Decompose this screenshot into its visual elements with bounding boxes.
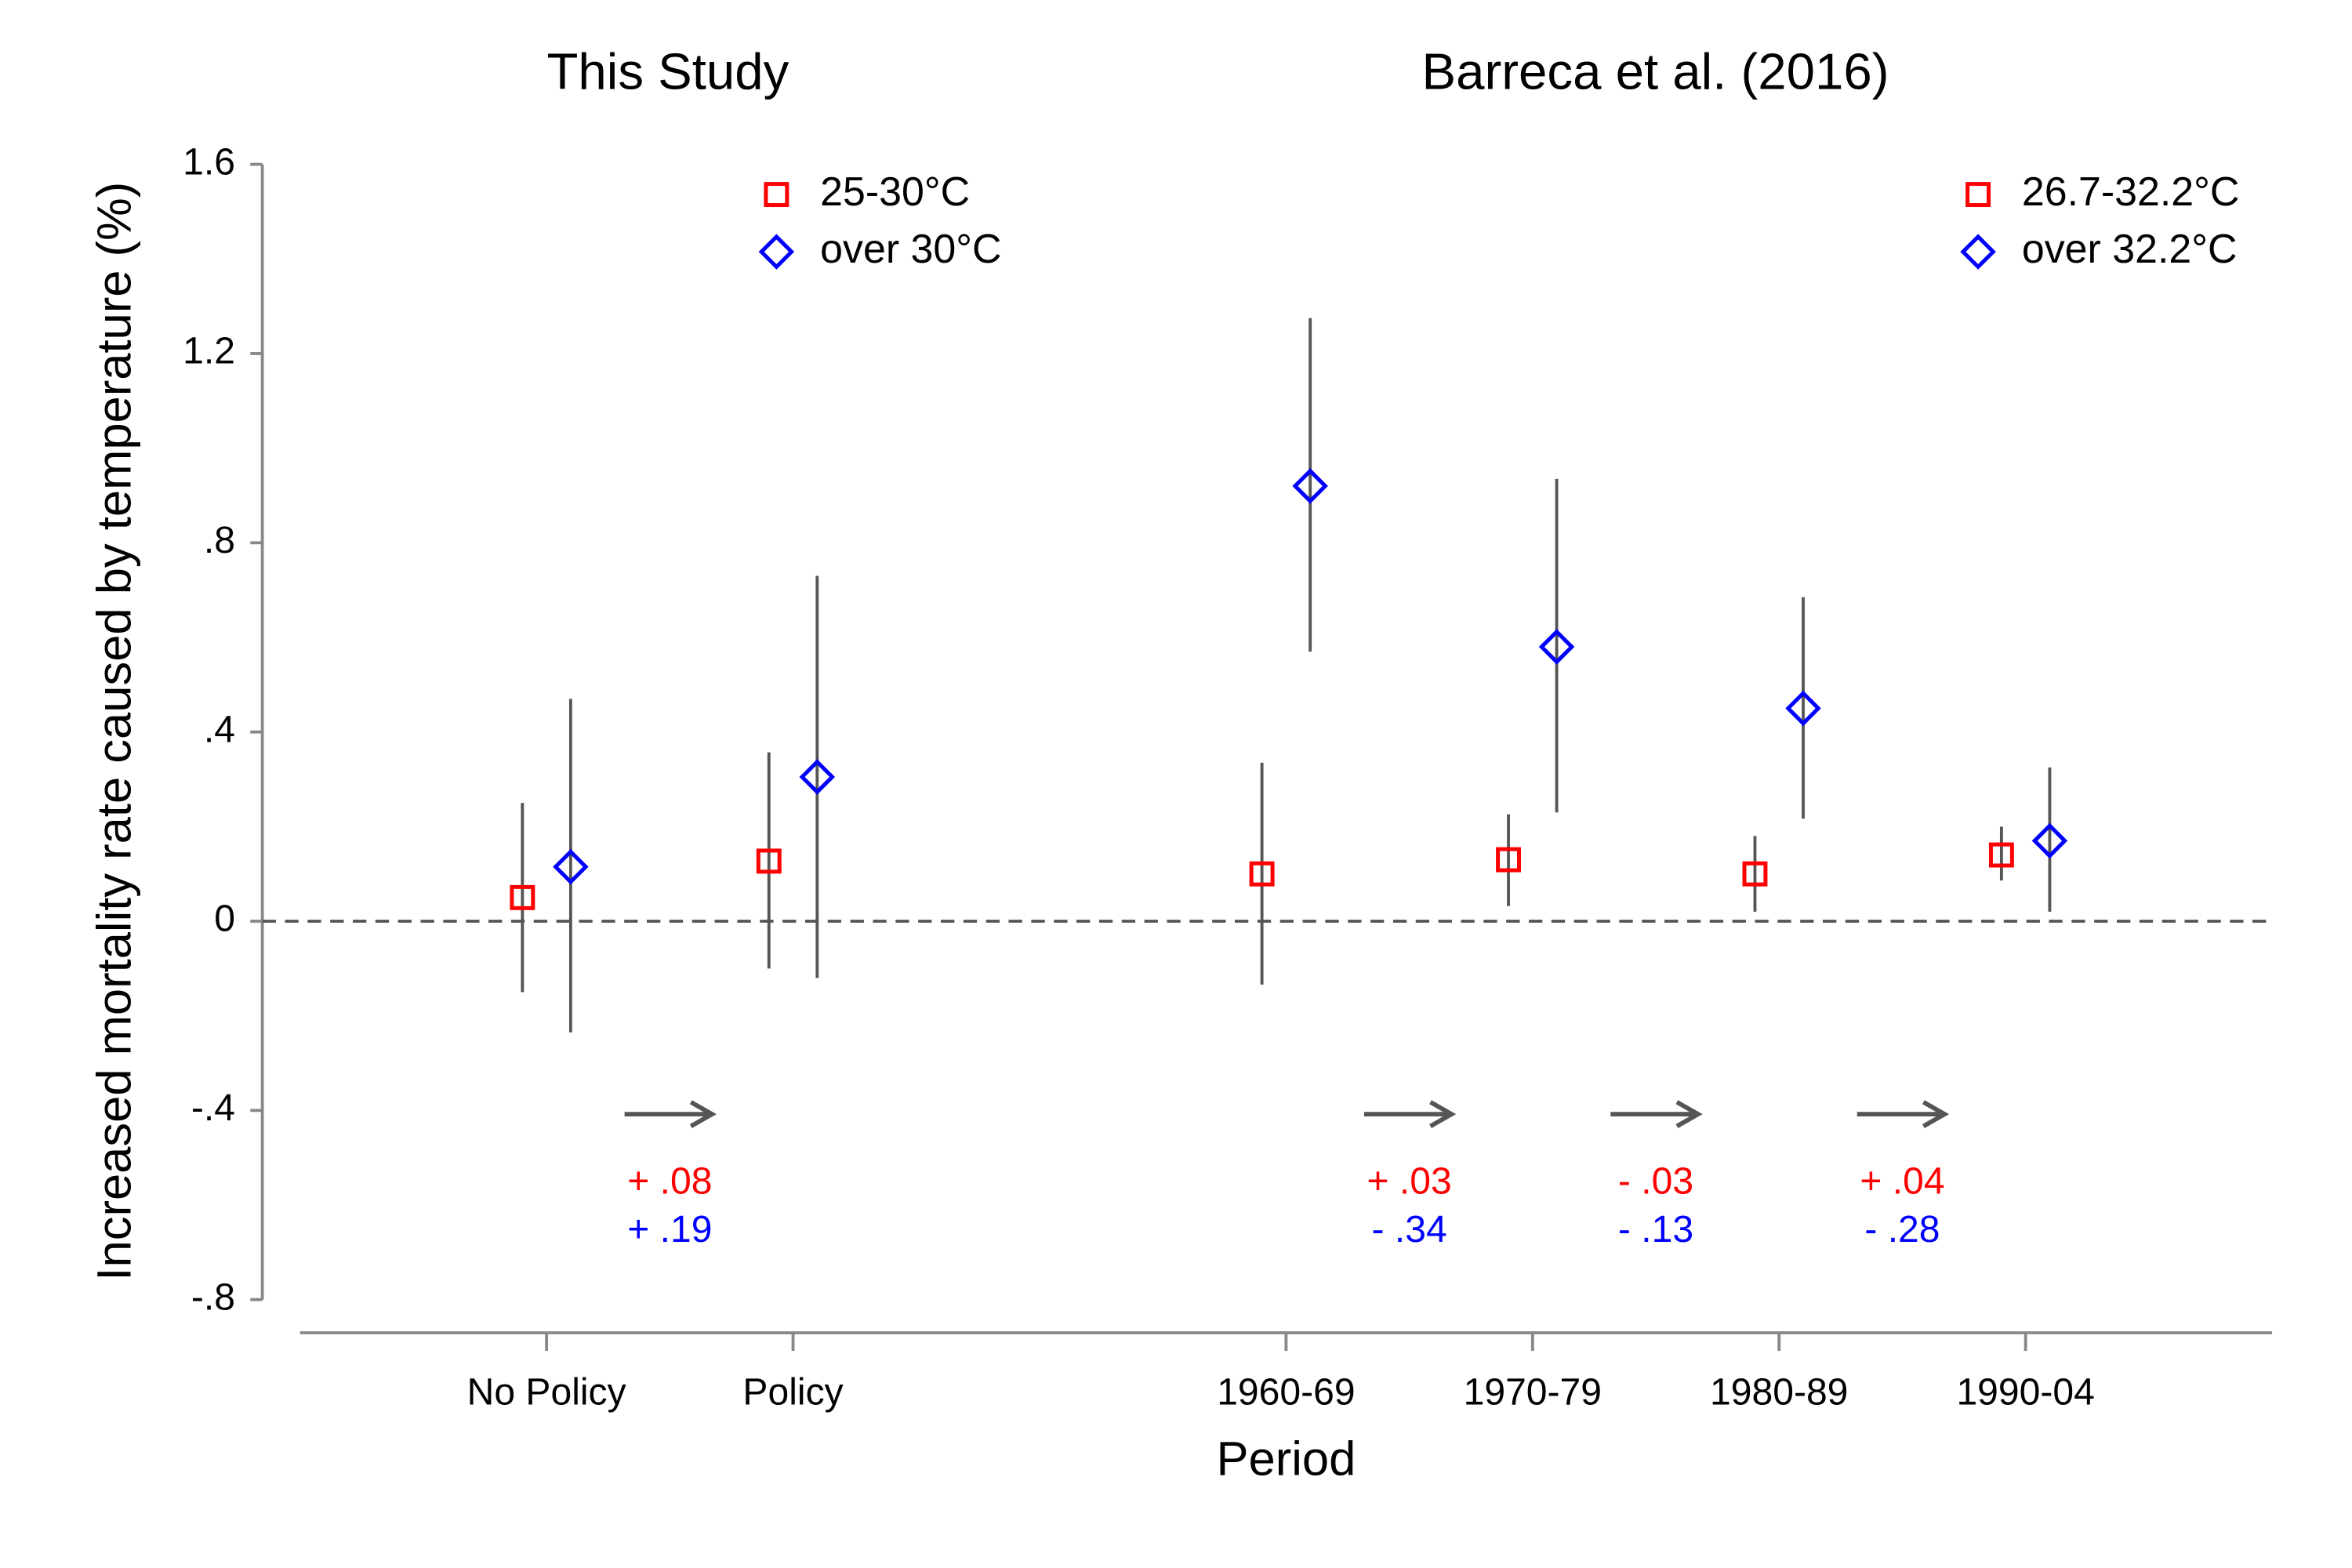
y-tick-label: -.8 — [191, 1276, 235, 1318]
legend-label: over 30°C — [820, 227, 1001, 272]
change-arrow — [624, 1100, 717, 1129]
arrow-head — [689, 1100, 717, 1129]
legend-label: 25-30°C — [820, 169, 970, 215]
change-label: - .13 — [1618, 1208, 1693, 1250]
y-tick-label: .8 — [204, 519, 235, 561]
legend-label: 26.7-32.2°C — [2022, 169, 2240, 215]
point — [2031, 822, 2068, 859]
point — [1249, 861, 1275, 887]
change-arrow — [1857, 1100, 1950, 1129]
panel-title: Barreca et al. (2016) — [1422, 42, 1889, 100]
legend-marker — [764, 182, 789, 208]
change-label: + .04 — [1860, 1160, 1944, 1202]
arrow-head — [1429, 1100, 1457, 1129]
legend-marker — [758, 234, 795, 270]
point — [553, 848, 589, 885]
x-tick-label: 1960-69 — [1217, 1371, 1355, 1414]
point — [1742, 861, 1768, 887]
arrow-head — [1675, 1100, 1703, 1129]
point — [1785, 690, 1821, 727]
x-tick-label: Policy — [742, 1371, 843, 1414]
y-tick-label: 1.6 — [183, 140, 235, 183]
point — [799, 759, 836, 795]
point — [510, 884, 535, 910]
y-axis-label: Increased mortality rate caused by tempe… — [87, 182, 141, 1281]
point — [756, 848, 782, 874]
change-arrow — [1610, 1100, 1703, 1129]
x-axis-label: Period — [1216, 1432, 1356, 1486]
change-label: - .34 — [1372, 1208, 1447, 1250]
x-tick-label: 1980-89 — [1710, 1371, 1848, 1414]
legend-label: over 32.2°C — [2022, 227, 2238, 272]
legend-marker — [1960, 234, 1996, 270]
arrow-head — [1922, 1100, 1950, 1129]
y-tick-label: 1.2 — [183, 330, 235, 372]
change-label: - .28 — [1864, 1208, 1940, 1250]
x-tick-label: 1970-79 — [1464, 1371, 1602, 1414]
y-tick-label: .4 — [204, 708, 235, 750]
y-tick-label: -.4 — [191, 1087, 235, 1129]
change-label: - .03 — [1618, 1160, 1693, 1202]
x-tick-label: 1990-04 — [1956, 1371, 2094, 1414]
point — [1496, 847, 1522, 873]
point — [1988, 842, 2014, 868]
change-label: + .19 — [627, 1208, 712, 1250]
change-label: + .08 — [627, 1160, 712, 1202]
x-tick-label: No Policy — [467, 1371, 626, 1414]
point — [1538, 629, 1575, 665]
change-label: + .03 — [1367, 1160, 1451, 1202]
legend-marker — [1965, 182, 1991, 208]
y-tick-label: 0 — [214, 898, 235, 940]
point — [1292, 468, 1328, 504]
panel-title: This Study — [547, 42, 789, 100]
change-arrow — [1363, 1100, 1457, 1129]
